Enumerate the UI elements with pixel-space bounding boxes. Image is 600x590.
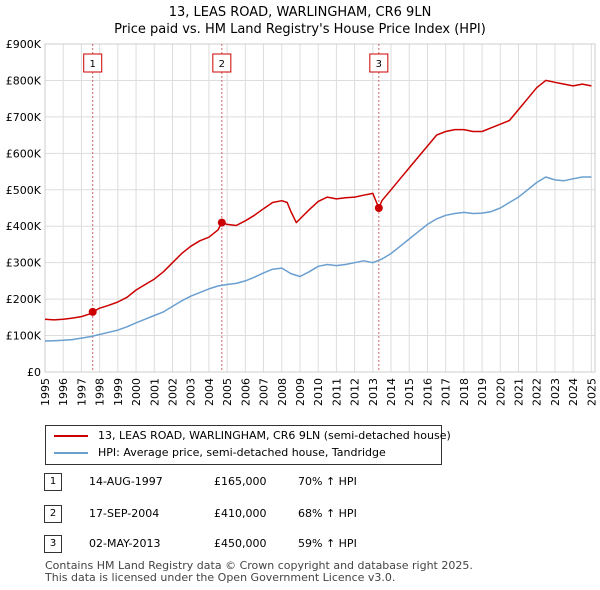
legend-item-property: 13, LEAS ROAD, WARLINGHAM, CR6 9LN (semi… xyxy=(54,428,451,444)
sale-marker-box xyxy=(83,53,103,73)
sale-number-badge: 1 xyxy=(44,473,62,491)
y-tick-label: £100K xyxy=(6,330,42,343)
series-line-hpi xyxy=(44,176,592,342)
x-tick-label: 2007 xyxy=(258,378,271,406)
x-tick-label: 2015 xyxy=(403,378,416,406)
chart-subtitle: Price paid vs. HM Land Registry's House … xyxy=(114,22,486,37)
sale-marker-label: 2 xyxy=(219,59,225,70)
y-tick-label: £300K xyxy=(6,257,42,270)
x-tick-label: 2008 xyxy=(276,378,289,406)
sale-price: £165,000 xyxy=(214,475,267,488)
x-tick-label: 2001 xyxy=(148,378,161,406)
sale-hpi-change: 59% ↑ HPI xyxy=(298,537,357,550)
x-tick-label: 2025 xyxy=(585,378,598,406)
x-tick-label: 2018 xyxy=(458,378,471,406)
y-tick-label: £900K xyxy=(6,38,42,51)
chart-title: 13, LEAS ROAD, WARLINGHAM, CR6 9LN xyxy=(168,5,432,20)
x-tick-label: 1999 xyxy=(112,378,125,406)
sale-marker-label: 1 xyxy=(90,59,96,70)
sale-price: £410,000 xyxy=(214,507,267,520)
sale-point xyxy=(217,218,226,227)
x-tick-label: 2020 xyxy=(494,378,507,406)
x-tick-label: 2009 xyxy=(294,378,307,406)
y-tick-label: £0 xyxy=(27,366,41,379)
sale-date: 14-AUG-1997 xyxy=(89,475,163,488)
x-tick-label: 2002 xyxy=(166,378,179,406)
sale-row: 2 17-SEP-2004 £410,000 68% ↑ HPI xyxy=(44,504,404,524)
y-tick-label: £400K xyxy=(6,220,42,233)
sale-hpi-change: 68% ↑ HPI xyxy=(298,507,357,520)
x-tick-label: 2017 xyxy=(440,378,453,406)
sale-row: 3 02-MAY-2013 £450,000 59% ↑ HPI xyxy=(44,534,404,554)
sale-marker-label: 3 xyxy=(376,59,382,70)
sale-marker-box xyxy=(212,53,232,73)
x-tick-label: 2006 xyxy=(239,378,252,406)
sale-point xyxy=(88,307,97,316)
y-tick-label: £700K xyxy=(6,111,42,124)
sale-hpi-change: 70% ↑ HPI xyxy=(298,475,357,488)
y-tick-label: £600K xyxy=(6,147,42,160)
x-tick-label: 2014 xyxy=(385,378,398,406)
x-tick-label: 2019 xyxy=(476,378,489,406)
sale-point xyxy=(374,204,383,212)
legend-item-hpi: HPI: Average price, semi-detached house,… xyxy=(54,445,386,461)
legend-swatch-hpi xyxy=(54,452,88,454)
x-tick-label: 2000 xyxy=(130,378,143,406)
x-tick-label: 2011 xyxy=(330,378,343,406)
footer-line: Contains HM Land Registry data © Crown c… xyxy=(45,559,473,572)
legend: 13, LEAS ROAD, WARLINGHAM, CR6 9LN (semi… xyxy=(45,425,451,465)
x-tick-label: 2004 xyxy=(203,378,216,406)
y-tick-label: £500K xyxy=(6,184,42,197)
x-tick-label: 2022 xyxy=(531,378,544,406)
footer-line: This data is licensed under the Open Gov… xyxy=(45,571,396,584)
x-tick-label: 1998 xyxy=(94,378,107,406)
plot-area xyxy=(45,44,595,372)
x-tick-label: 1995 xyxy=(39,378,52,406)
x-tick-label: 2003 xyxy=(185,378,198,406)
sale-price: £450,000 xyxy=(214,537,267,550)
y-tick-label: £200K xyxy=(6,293,42,306)
sale-marker-box xyxy=(369,53,389,73)
sale-date: 02-MAY-2013 xyxy=(89,537,161,550)
x-tick-label: 2013 xyxy=(367,378,380,406)
plot-frame xyxy=(44,43,596,373)
x-tick-label: 1997 xyxy=(75,378,88,406)
legend-swatch-property xyxy=(54,435,88,437)
x-tick-label: 1996 xyxy=(57,378,70,406)
legend-label-property: 13, LEAS ROAD, WARLINGHAM, CR6 9LN (semi… xyxy=(98,429,451,442)
x-tick-label: 2012 xyxy=(349,378,362,406)
chart-title-block: 13, LEAS ROAD, WARLINGHAM, CR6 9LN Price… xyxy=(0,4,600,38)
x-tick-label: 2010 xyxy=(312,378,325,406)
x-tick-label: 2024 xyxy=(567,378,580,406)
series-line-property xyxy=(44,79,592,321)
legend-label-hpi: HPI: Average price, semi-detached house,… xyxy=(98,446,386,459)
sale-number-badge: 2 xyxy=(44,505,62,523)
sale-row: 1 14-AUG-1997 £165,000 70% ↑ HPI xyxy=(44,472,404,492)
footer-attribution: Contains HM Land Registry data © Crown c… xyxy=(45,560,473,584)
y-tick-label: £800K xyxy=(6,74,42,87)
x-tick-label: 2021 xyxy=(513,378,526,406)
sale-date: 17-SEP-2004 xyxy=(89,507,160,520)
x-tick-label: 2016 xyxy=(421,378,434,406)
price-chart: £0 £100K £200K £300K £400K £500K £600K £700K £80… xyxy=(6,38,599,406)
x-tick-label: 2005 xyxy=(221,378,234,406)
x-tick-label: 2023 xyxy=(549,378,562,406)
sale-number-badge: 3 xyxy=(44,535,62,553)
